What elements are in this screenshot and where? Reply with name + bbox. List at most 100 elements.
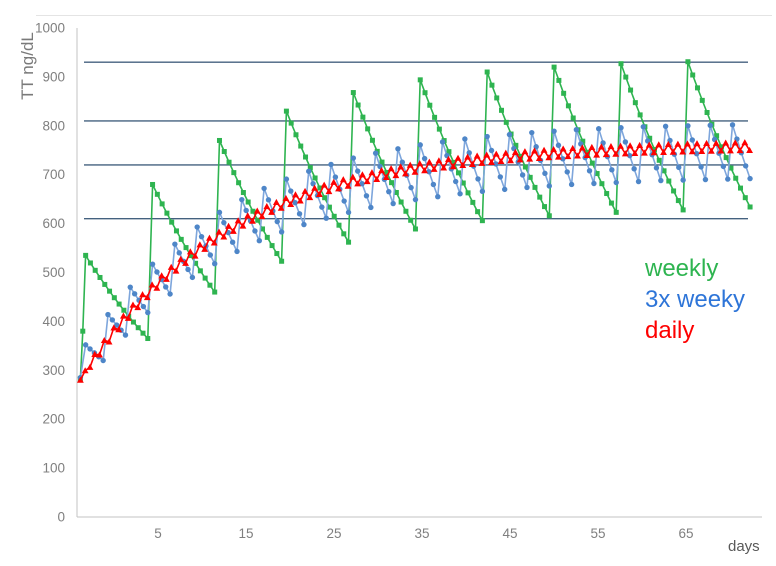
series-marker-3x-weeky bbox=[229, 239, 236, 245]
series-marker-weekly bbox=[465, 190, 471, 196]
series-marker-weekly bbox=[623, 74, 629, 80]
series-marker-3x-weeky bbox=[497, 174, 504, 180]
series-marker-3x-weeky bbox=[261, 185, 267, 192]
series-marker-weekly bbox=[585, 149, 591, 155]
series-marker-weekly bbox=[470, 199, 476, 205]
series-marker-daily bbox=[559, 145, 567, 152]
series-marker-weekly bbox=[145, 336, 151, 342]
series-marker-weekly bbox=[183, 245, 189, 251]
series-marker-daily bbox=[473, 152, 481, 159]
series-marker-weekly bbox=[656, 157, 662, 163]
series-marker-weekly bbox=[632, 100, 638, 106]
series-marker-daily bbox=[263, 203, 271, 210]
series-marker-weekly bbox=[393, 189, 399, 195]
series-marker-daily bbox=[105, 338, 113, 345]
series-marker-3x-weeky bbox=[702, 176, 709, 183]
series-marker-daily bbox=[186, 248, 194, 255]
series-marker-weekly bbox=[594, 171, 600, 177]
series-marker-daily bbox=[497, 157, 505, 165]
series-marker-daily bbox=[507, 157, 514, 164]
x-tick-label-5: 5 bbox=[154, 526, 162, 541]
series-marker-weekly bbox=[556, 77, 562, 83]
series-marker-3x-weeky bbox=[435, 194, 441, 200]
series-marker-weekly bbox=[169, 219, 175, 225]
series-marker-3x-weeky bbox=[359, 180, 365, 187]
series-marker-daily bbox=[598, 143, 605, 150]
series-marker-weekly bbox=[499, 107, 505, 113]
series-marker-weekly bbox=[723, 155, 729, 161]
series-marker-daily bbox=[626, 142, 634, 149]
legend-item-3x-weekly: 3x weeky bbox=[645, 286, 746, 313]
series-marker-3x-weeky bbox=[207, 252, 214, 258]
series-marker-daily bbox=[588, 143, 596, 150]
series-marker-weekly bbox=[307, 165, 313, 171]
series-marker-3x-weeky bbox=[372, 150, 379, 156]
series-marker-3x-weeky bbox=[167, 291, 173, 297]
series-marker-3x-weeky bbox=[676, 164, 682, 171]
series-marker-daily bbox=[363, 178, 371, 185]
series-marker-daily bbox=[674, 140, 682, 147]
series-marker-daily bbox=[148, 281, 156, 288]
series-marker-daily bbox=[746, 146, 753, 154]
series-marker-daily bbox=[483, 151, 491, 158]
series-marker-weekly bbox=[628, 87, 634, 93]
series-marker-weekly bbox=[699, 97, 705, 103]
series-marker-daily bbox=[516, 156, 524, 163]
series-marker-3x-weeky bbox=[653, 165, 660, 171]
series-marker-daily bbox=[210, 239, 218, 246]
series-marker-daily bbox=[124, 314, 132, 321]
series-marker-daily bbox=[521, 148, 529, 155]
series-marker-3x-weeky bbox=[689, 137, 696, 143]
series-marker-3x-weeky bbox=[564, 169, 570, 175]
series-marker-3x-weeky bbox=[288, 188, 294, 194]
x-axis-title: days bbox=[728, 538, 760, 555]
series-marker-daily bbox=[583, 151, 591, 159]
series-marker-3x-weeky bbox=[256, 238, 263, 244]
series-marker-3x-weeky bbox=[105, 311, 111, 318]
series-marker-weekly bbox=[551, 64, 557, 70]
x-tick-label-15: 15 bbox=[238, 526, 253, 541]
y-tick-label-900: 900 bbox=[42, 69, 65, 84]
series-marker-weekly bbox=[704, 110, 710, 116]
series-marker-3x-weeky bbox=[221, 219, 227, 226]
series-marker-daily bbox=[301, 187, 309, 194]
series-marker-weekly bbox=[475, 209, 481, 215]
series-marker-3x-weeky bbox=[194, 224, 200, 230]
series-marker-weekly bbox=[599, 181, 605, 187]
series-marker-daily bbox=[172, 267, 180, 274]
series-marker-daily bbox=[387, 165, 395, 172]
series-marker-weekly bbox=[336, 222, 342, 228]
series-marker-daily bbox=[110, 324, 118, 331]
series-marker-daily bbox=[645, 141, 653, 148]
series-marker-daily bbox=[612, 150, 620, 157]
series-marker-daily bbox=[660, 148, 667, 155]
series-marker-weekly bbox=[398, 199, 404, 205]
series-marker-weekly bbox=[694, 85, 700, 91]
series-marker-3x-weeky bbox=[189, 274, 196, 281]
series-marker-weekly bbox=[107, 288, 113, 294]
series-marker-daily bbox=[201, 245, 209, 252]
series-marker-daily bbox=[354, 180, 362, 187]
series-marker-weekly bbox=[369, 137, 375, 143]
series-marker-daily bbox=[655, 141, 663, 148]
series-marker-3x-weeky bbox=[693, 150, 700, 157]
series-marker-weekly bbox=[212, 289, 218, 295]
series-marker-daily bbox=[664, 140, 672, 148]
series-marker-weekly bbox=[341, 231, 347, 237]
series-marker-weekly bbox=[417, 77, 423, 83]
series-marker-weekly bbox=[565, 103, 571, 109]
series-marker-daily bbox=[153, 284, 161, 291]
series-marker-daily bbox=[722, 139, 730, 146]
series-marker-3x-weeky bbox=[172, 241, 178, 247]
series-marker-weekly bbox=[355, 102, 361, 108]
series-marker-weekly bbox=[216, 137, 222, 143]
series-marker-weekly bbox=[718, 144, 724, 150]
y-tick-label-200: 200 bbox=[42, 412, 65, 427]
series-marker-daily bbox=[684, 140, 691, 147]
series-marker-weekly bbox=[317, 185, 323, 191]
series-marker-weekly bbox=[675, 198, 681, 204]
series-marker-3x-weeky bbox=[742, 163, 749, 169]
series-marker-3x-weeky bbox=[216, 209, 223, 216]
series-marker-daily bbox=[636, 141, 644, 148]
series-marker-daily bbox=[397, 163, 405, 170]
